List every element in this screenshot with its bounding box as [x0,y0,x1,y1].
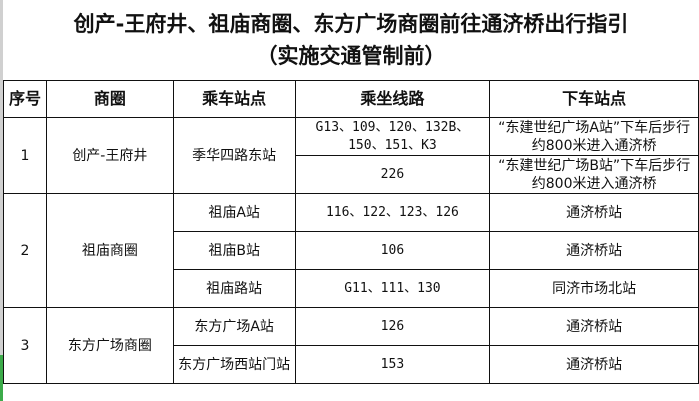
cell-alight: 同济市场北站 [489,269,699,308]
cell-area: 东方广场商圈 [45,307,174,384]
header-area: 商圈 [45,80,174,118]
header-stop: 乘车站点 [172,80,296,118]
header-alight: 下车站点 [489,80,699,118]
sheet-title: 创产-王府井、祖庙商圈、东方广场商圈前往通济桥出行指引 （实施交通管制前） [3,0,699,80]
header-row: 序号 商圈 乘车站点 乘坐线路 下车站点 [3,80,699,118]
cell-stop: 东方广场A站 [172,307,296,346]
table-row: 祖庙路站 G11、111、130 同济市场北站 [4,269,699,308]
cell-lines: 116、122、123、126 [294,193,491,232]
table-row: 祖庙B站 106 通济桥站 [4,231,699,270]
table-row: 1 创产-王府井 季华四路东站 G13、109、120、132B、150、151… [3,117,699,194]
cell-alight: 通济桥站 [489,231,699,270]
cell-stop: 东方广场西站门站 [172,345,296,384]
cell-stop: 祖庙路站 [172,269,296,308]
table-row: 3 东方广场商圈 东方广场A站 126 通济桥站 [3,307,699,384]
cell-area: 创产-王府井 [45,117,174,194]
row-header-edge [0,0,3,401]
title-line-1: 创产-王府井、祖庙商圈、东方广场商圈前往通济桥出行指引 [73,12,629,36]
cell-lines: 106 [294,231,491,270]
cell-lines: G13、109、120、132B、150、151、K3 [294,117,491,156]
cell-lines: 226 [294,155,491,194]
cell-alight: “东建世纪广场B站”下车后步行约800米进入通济桥 [489,155,699,194]
cell-lines: G11、111、130 [294,269,491,308]
header-no: 序号 [3,80,47,118]
header-lines: 乘坐线路 [294,80,491,118]
cell-no: 3 [3,307,47,384]
cell-alight: “东建世纪广场A站”下车后步行约800米进入通济桥 [489,117,699,156]
selection-marker [0,355,3,401]
cell-no: 2 [3,193,47,308]
cell-lines: 126 [294,307,491,346]
route-table: 序号 商圈 乘车站点 乘坐线路 下车站点 1 创产-王府井 季华四路东站 G13… [3,80,699,384]
cell-lines: 153 [294,345,491,384]
cell-no: 1 [3,117,47,194]
cell-stop: 祖庙B站 [172,231,296,270]
table-row: 2 祖庙商圈 祖庙A站 116、122、123、126 通济桥站 [3,193,699,308]
cell-alight: 通济桥站 [489,307,699,346]
cell-alight: 通济桥站 [489,193,699,232]
cell-stop: 祖庙A站 [172,193,296,232]
cell-alight: 通济桥站 [489,345,699,384]
table-row: 226 “东建世纪广场B站”下车后步行约800米进入通济桥 [4,155,699,194]
title-line-2: （实施交通管制前） [256,44,446,68]
cell-stop: 季华四路东站 [172,117,296,194]
cell-area: 祖庙商圈 [45,193,174,308]
table-row: 东方广场西站门站 153 通济桥站 [4,345,699,384]
